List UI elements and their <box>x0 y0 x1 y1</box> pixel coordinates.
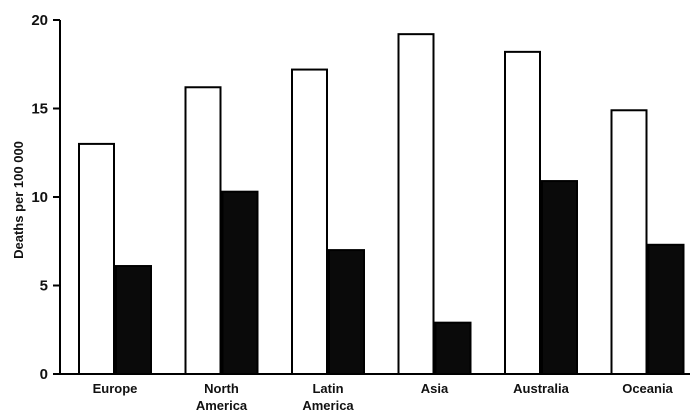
y-tick-label: 20 <box>31 12 48 29</box>
bar-open <box>291 68 328 375</box>
y-tick-label: 10 <box>31 189 48 206</box>
y-tick-label: 15 <box>31 101 48 118</box>
y-tick-label: 5 <box>40 278 48 295</box>
category-label: Asia <box>421 381 449 396</box>
bars <box>78 33 685 376</box>
category-labels: Europe North America Latin America Asia Austra… <box>93 381 674 413</box>
category-label: America <box>302 398 354 413</box>
y-tick-label: 0 <box>40 366 48 383</box>
bar-filled <box>434 321 472 376</box>
category-label: Latin <box>312 381 343 396</box>
bar-open <box>78 142 115 375</box>
bar-open <box>397 33 435 375</box>
category-label: Oceania <box>622 381 673 396</box>
bar-open <box>184 86 222 375</box>
bar-filled <box>115 265 152 375</box>
bar-open <box>504 50 541 376</box>
y-axis-title: Deaths per 100 000 <box>11 141 26 259</box>
bar-filled <box>328 249 365 376</box>
y-ticks: 0 5 10 15 20 <box>31 12 60 383</box>
bar-filled <box>541 180 578 375</box>
bar-filled <box>647 243 685 375</box>
category-label: North <box>204 381 239 396</box>
category-label: Australia <box>513 381 569 396</box>
category-label: Europe <box>93 381 138 396</box>
bar-filled <box>221 190 259 375</box>
category-label: America <box>196 398 248 413</box>
bar-open <box>610 109 648 376</box>
